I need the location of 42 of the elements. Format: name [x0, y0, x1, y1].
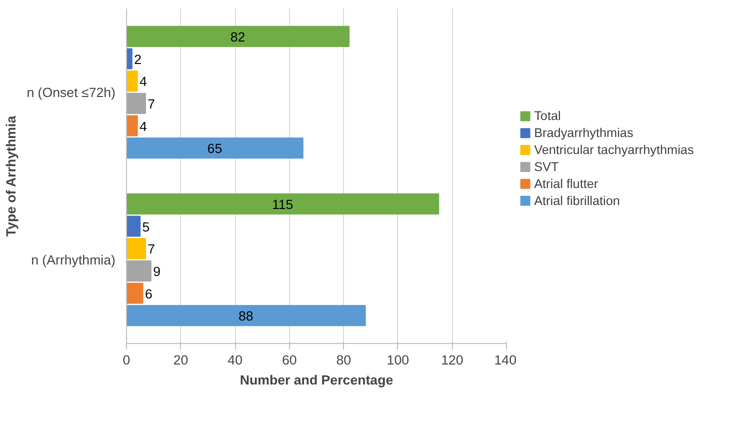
- y-tick-label: n (Arrhythmia): [31, 252, 116, 268]
- data-label: 2: [134, 52, 142, 67]
- data-label: 88: [238, 308, 254, 324]
- x-tick-label: 120: [441, 352, 464, 368]
- x-axis-title: Number and Percentage: [240, 372, 394, 388]
- x-tick-label: 140: [494, 352, 517, 368]
- data-label: 9: [153, 264, 161, 279]
- legend-label: Ventricular tachyarrhythmias: [534, 143, 694, 158]
- legend-label: Total: [534, 109, 561, 124]
- legend-label: Bradyarrhythmias: [534, 126, 634, 140]
- bar: [126, 70, 138, 92]
- data-label: 65: [207, 141, 222, 156]
- bar: [126, 305, 366, 326]
- data-label: 4: [140, 118, 148, 134]
- bar: [126, 282, 144, 304]
- x-tick-label: 20: [173, 352, 188, 368]
- data-label: 7: [148, 96, 156, 112]
- data-label: 7: [148, 242, 156, 257]
- bar: [126, 193, 440, 214]
- bar: [126, 216, 141, 237]
- legend-label: SVT: [534, 160, 559, 174]
- data-label: 6: [144, 286, 152, 302]
- bar: [126, 26, 350, 47]
- data-label: 82: [230, 29, 246, 44]
- bar: [126, 48, 132, 70]
- bar: [126, 260, 152, 282]
- data-label: 4: [140, 74, 148, 90]
- x-tick-label: 0: [122, 352, 130, 368]
- bar: [126, 92, 146, 114]
- bar: [126, 238, 146, 260]
- bar: [126, 138, 304, 159]
- x-tick-label: 40: [228, 352, 242, 368]
- legend-label: Atrial fibrillation: [534, 194, 620, 208]
- data-label: 5: [142, 219, 150, 234]
- data-label: 115: [272, 196, 294, 212]
- x-tick-label: 100: [386, 352, 410, 368]
- x-tick-label: 60: [282, 352, 297, 368]
- y-tick-label: n (Onset ≤72h): [26, 84, 116, 100]
- bar: [126, 115, 138, 136]
- x-tick-label: 80: [336, 352, 352, 368]
- y-axis-title: Type of Arrhythmia: [4, 115, 19, 237]
- legend-label: Atrial flutter: [534, 176, 598, 191]
